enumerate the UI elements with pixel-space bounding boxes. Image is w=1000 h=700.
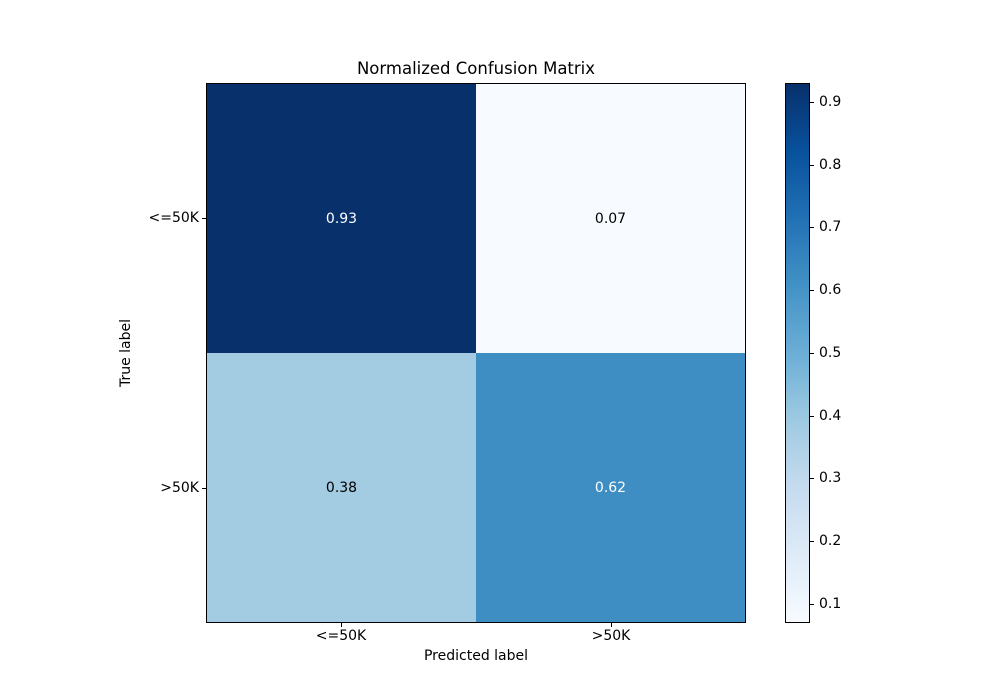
colorbar-tick-mark	[810, 290, 814, 291]
x-tick-label-gt50k: >50K	[591, 628, 631, 644]
colorbar-tick-mark	[810, 227, 814, 228]
colorbar-tick-label: 0.4	[819, 407, 842, 424]
colorbar	[785, 83, 810, 623]
colorbar-tick-label: 0.2	[819, 533, 842, 549]
colorbar-tick-label: 0.6	[819, 282, 842, 298]
colorbar-tick-label: 0.3	[819, 470, 842, 486]
colorbar-tick-label: 0.1	[819, 595, 842, 612]
matrix-cell-true-le50k-pred-le50k: 0.93	[207, 84, 476, 353]
colorbar-tick-mark	[810, 352, 814, 354]
colorbar-tick-label: 0.7	[819, 219, 842, 235]
colorbar-tick-mark	[810, 541, 814, 542]
matrix-cell-true-gt50k-pred-le50k: 0.38	[207, 353, 476, 622]
y-tick-mark	[202, 487, 206, 489]
y-tick-label-le50k: <=50K	[148, 210, 199, 226]
colorbar-tick-mark	[810, 415, 814, 417]
x-tick-label-le50k: <=50K	[315, 628, 367, 644]
x-axis-title: Predicted label	[423, 648, 529, 664]
heatmap-axes: 0.93 0.07 0.38 0.62	[206, 83, 746, 623]
x-tick-mark	[340, 623, 342, 627]
colorbar-tick-label: 0.9	[819, 93, 842, 110]
y-tick-label-gt50k: >50K	[160, 480, 199, 496]
colorbar-tick-label: 0.8	[819, 156, 842, 173]
y-axis-title: True label	[118, 318, 134, 388]
matrix-cell-true-gt50k-pred-gt50k: 0.62	[476, 353, 745, 622]
x-tick-mark	[610, 623, 612, 627]
colorbar-tick-label: 0.5	[819, 344, 842, 361]
matrix-cell-true-le50k-pred-gt50k: 0.07	[476, 84, 745, 353]
chart-title: Normalized Confusion Matrix	[356, 59, 596, 78]
y-tick-mark	[202, 217, 206, 219]
colorbar-tick-mark	[810, 478, 814, 479]
colorbar-tick-mark	[810, 101, 814, 103]
colorbar-tick-mark	[810, 603, 814, 605]
colorbar-tick-mark	[810, 164, 814, 166]
